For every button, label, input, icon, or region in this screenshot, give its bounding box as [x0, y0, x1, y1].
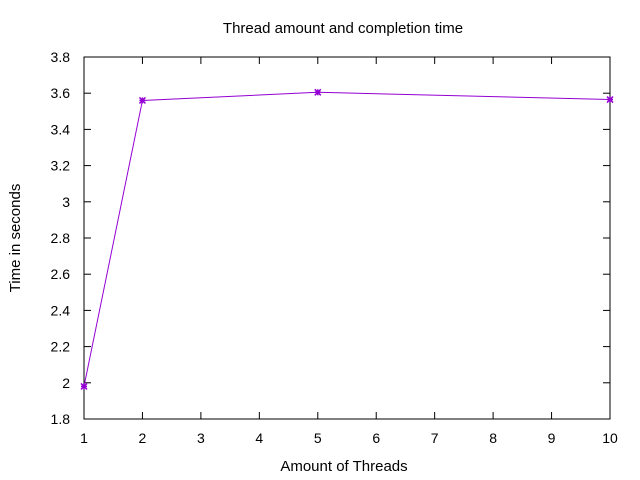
y-axis-title: Time in seconds	[7, 184, 24, 293]
y-tick-label: 3.4	[51, 121, 71, 137]
y-tick-label: 1.8	[51, 411, 71, 427]
x-tick-label: 7	[431, 430, 439, 446]
y-tick-label: 2.8	[51, 230, 71, 246]
x-tick-label: 3	[197, 430, 205, 446]
x-tick-label: 10	[602, 430, 618, 446]
x-tick-label: 2	[139, 430, 147, 446]
y-axis-ticks: 1.8 2 2.2 2.4 2.6 2.8 3 3.2 3.4 3.6 3.8	[51, 49, 610, 427]
series-layer	[80, 88, 614, 390]
x-tick-label: 5	[314, 430, 322, 446]
data-point	[606, 96, 614, 104]
x-axis-title: Amount of Threads	[280, 458, 407, 475]
y-tick-label: 2	[62, 375, 70, 391]
x-tick-label: 4	[255, 430, 263, 446]
series-line	[83, 91, 611, 387]
x-tick-label: 6	[372, 430, 380, 446]
x-tick-label: 8	[489, 430, 497, 446]
y-tick-label: 2.4	[51, 302, 71, 318]
y-tick-label: 2.2	[51, 339, 71, 355]
data-point	[80, 382, 88, 390]
y-tick-label: 3	[62, 194, 70, 210]
plot-frame	[83, 56, 611, 420]
x-axis-ticks: 1 2 3 4 5 6 7 8 9 10	[80, 57, 618, 446]
data-point	[138, 96, 146, 104]
y-tick-label: 3.2	[51, 158, 71, 174]
data-point	[314, 88, 322, 96]
chart-title: Thread amount and completion time	[223, 20, 463, 37]
y-tick-label: 3.8	[51, 49, 71, 65]
x-tick-label: 1	[80, 430, 88, 446]
y-tick-label: 3.6	[51, 85, 71, 101]
y-tick-label: 2.6	[51, 266, 71, 282]
x-tick-label: 9	[548, 430, 556, 446]
